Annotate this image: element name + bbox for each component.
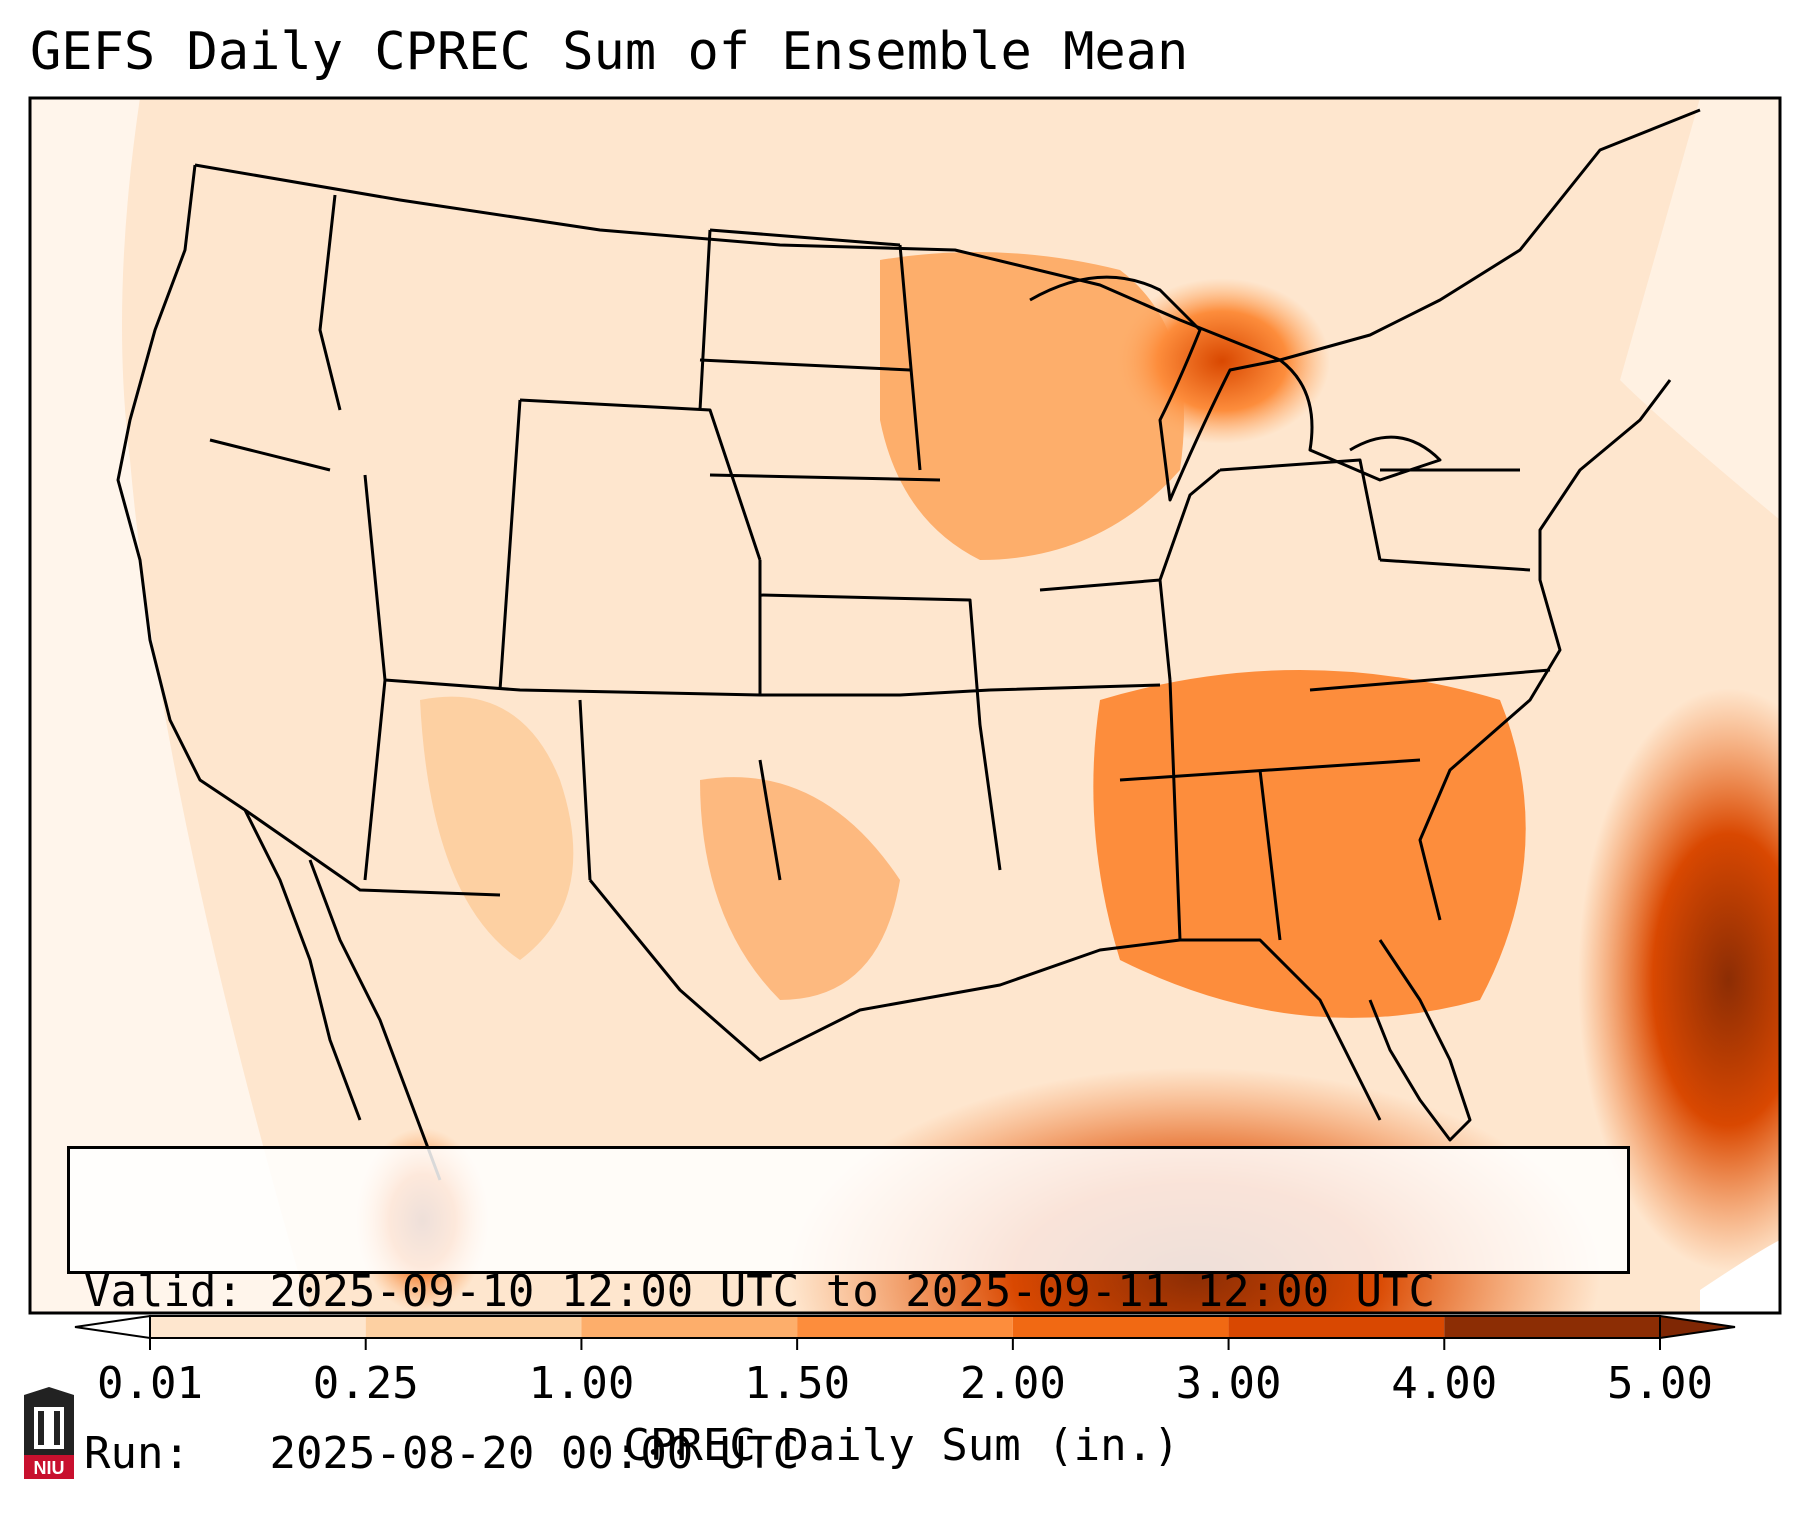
run-value: 2025-08-20 00:00 UTC — [269, 1428, 800, 1479]
precip-southwest — [420, 696, 574, 960]
map-title: GEFS Daily CPREC Sum of Ensemble Mean — [30, 22, 1189, 82]
atlantic-coast-line — [1418, 379, 1672, 921]
colorbar-tick-label: 1.00 — [528, 1358, 635, 1409]
outside-domain-east — [1620, 98, 1780, 520]
state-boundaries — [116, 108, 1701, 1181]
colorbar-tick-label: 5.00 — [1607, 1358, 1713, 1409]
colorbar-segment — [150, 1316, 366, 1338]
colorbar-tick-label: 4.00 — [1391, 1358, 1498, 1409]
valid-row: Valid: 2025-09-10 12:00 UTC to 2025-09-1… — [84, 1265, 1613, 1319]
west-coast-line — [116, 164, 362, 1121]
run-label: Run: — [84, 1428, 190, 1479]
colorbar-over-arrow — [1659, 1314, 1736, 1340]
colorbar-segment — [1444, 1316, 1660, 1338]
colorbar-segment — [581, 1316, 798, 1338]
gulf-coast-line — [588, 879, 1382, 1121]
niu-logo: NIU — [24, 1387, 74, 1479]
florida-outline — [1368, 939, 1472, 1142]
precipitation-map — [28, 96, 1782, 1350]
colorbar-tick-label: 0.01 — [97, 1358, 203, 1409]
outside-domain-south — [1700, 1240, 1780, 1313]
canada-border — [194, 108, 1701, 362]
colorbar-tick-label: 1.50 — [744, 1358, 851, 1409]
valid-run-box: Valid: 2025-09-10 12:00 UTC to 2025-09-1… — [67, 1146, 1630, 1479]
colorbar-segment — [797, 1316, 1013, 1338]
colorbar-frame — [149, 1315, 1661, 1339]
colorbar-tick-label: 3.00 — [1175, 1358, 1282, 1409]
colorbar-label: CPREC Daily Sum (in.) — [623, 1420, 1180, 1471]
outside-domain-west — [30, 98, 310, 1313]
colorbar-tick-label: 2.00 — [959, 1358, 1066, 1409]
colorbar-segment — [365, 1316, 582, 1338]
colorbar-tick-label: 0.25 — [312, 1358, 419, 1409]
valid-value: 2025-09-10 12:00 UTC to 2025-09-11 12:00… — [269, 1266, 1436, 1317]
colorbar — [74, 1314, 1736, 1350]
colorbar-segment — [1228, 1316, 1445, 1338]
run-row: Run: 2025-08-20 00:00 UTC — [84, 1427, 1613, 1481]
state-lines — [209, 194, 1551, 941]
map-field — [30, 98, 1780, 1313]
great-lakes-outline — [1029, 275, 1442, 502]
valid-label: Valid: — [84, 1266, 243, 1317]
colorbar-segment — [1012, 1316, 1229, 1338]
map-frame — [28, 96, 1782, 1315]
logo-text: NIU — [34, 1458, 65, 1478]
precip-texas — [700, 777, 900, 1000]
baja-outline — [308, 859, 442, 1181]
